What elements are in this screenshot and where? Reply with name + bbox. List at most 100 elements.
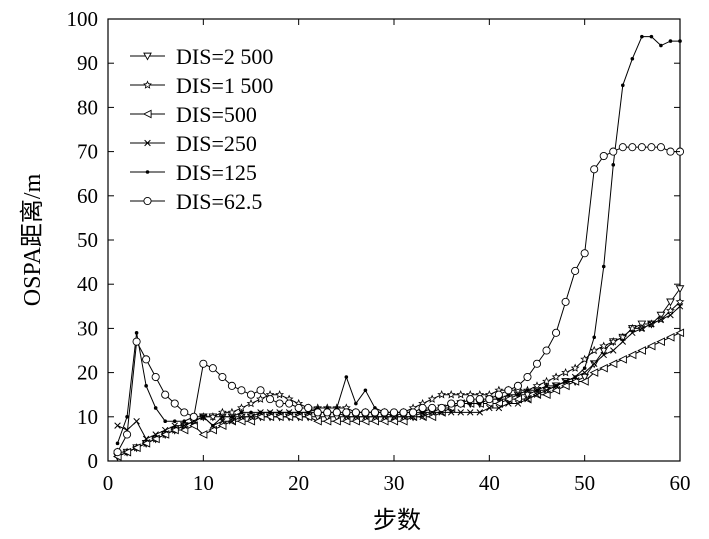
y-tick-label: 30 — [77, 316, 98, 340]
data-point-4 — [277, 410, 282, 415]
data-point-5 — [218, 372, 227, 382]
data-point-4 — [354, 401, 358, 406]
data-point-1 — [589, 345, 599, 355]
data-point-1 — [618, 332, 628, 341]
data-point-4 — [153, 406, 158, 410]
data-point-3 — [667, 311, 674, 319]
x-tick-label: 50 — [574, 471, 595, 495]
data-point-3 — [114, 422, 121, 429]
data-point-1 — [227, 407, 237, 417]
data-point-2 — [208, 425, 217, 435]
data-point-2 — [265, 412, 275, 422]
legend-label-3: DIS=250 — [176, 131, 257, 156]
legend-marker-1 — [143, 80, 152, 89]
data-point-5 — [656, 143, 665, 152]
y-tick-label: 100 — [67, 7, 99, 31]
data-point-5 — [266, 395, 275, 404]
data-point-5 — [532, 359, 542, 368]
data-point-4 — [230, 415, 234, 419]
data-point-4 — [268, 410, 272, 415]
data-point-3 — [581, 369, 588, 376]
data-point-4 — [115, 441, 120, 446]
data-point-5 — [647, 143, 656, 152]
data-point-2 — [189, 421, 198, 430]
data-point-5 — [323, 408, 332, 417]
data-point-2 — [236, 416, 246, 426]
data-point-3 — [133, 417, 140, 425]
data-point-5 — [494, 390, 503, 399]
data-point-3 — [476, 409, 484, 416]
legend-marker-4 — [145, 170, 150, 174]
data-point-4 — [172, 419, 177, 424]
data-point-2 — [170, 425, 179, 435]
data-point-2 — [560, 381, 570, 391]
data-point-3 — [657, 316, 665, 323]
x-tick-label: 20 — [288, 471, 309, 495]
data-point-5 — [342, 408, 351, 417]
data-point-4 — [258, 410, 263, 415]
data-point-4 — [163, 419, 167, 424]
data-point-1 — [532, 381, 542, 390]
data-point-3 — [524, 395, 531, 403]
data-point-4 — [144, 384, 148, 388]
legend-label-0: DIS=2 500 — [176, 44, 273, 69]
data-point-0 — [599, 347, 609, 356]
y-tick-label: 90 — [77, 51, 98, 75]
data-point-4 — [516, 392, 520, 397]
data-point-2 — [246, 416, 256, 426]
data-point-2 — [627, 350, 637, 360]
data-point-3 — [533, 391, 541, 398]
data-point-5 — [189, 412, 198, 421]
data-point-4 — [640, 34, 644, 39]
data-point-5 — [609, 147, 618, 156]
data-point-5 — [418, 403, 427, 413]
data-point-3 — [514, 400, 522, 407]
data-point-5 — [180, 408, 189, 417]
data-point-5 — [513, 381, 522, 390]
data-point-4 — [582, 366, 587, 370]
y-tick-label: 60 — [77, 184, 98, 208]
data-point-2 — [255, 412, 265, 422]
data-point-2 — [313, 416, 322, 426]
data-point-2 — [637, 346, 646, 355]
data-point-5 — [618, 143, 627, 152]
data-point-2 — [503, 394, 513, 404]
x-tick-label: 0 — [103, 471, 114, 495]
data-point-4 — [668, 39, 673, 43]
data-point-1 — [217, 407, 227, 417]
data-point-3 — [447, 409, 455, 416]
y-tick-label: 40 — [77, 272, 98, 296]
data-point-5 — [256, 386, 265, 395]
data-point-3 — [600, 351, 607, 359]
data-point-3 — [495, 404, 503, 412]
data-point-5 — [485, 395, 494, 404]
legend-marker-0 — [143, 52, 152, 61]
data-point-3 — [171, 422, 178, 429]
data-point-2 — [398, 416, 408, 426]
data-point-4 — [201, 415, 206, 419]
data-point-2 — [599, 363, 608, 373]
data-point-5 — [428, 403, 437, 413]
data-point-2 — [427, 412, 437, 422]
data-point-1 — [551, 372, 561, 381]
legend-label-2: DIS=500 — [176, 102, 257, 127]
data-point-2 — [360, 416, 370, 426]
data-point-5 — [409, 408, 418, 417]
data-point-5 — [132, 337, 141, 346]
data-point-2 — [122, 447, 132, 457]
data-point-2 — [351, 416, 360, 426]
y-tick-label: 70 — [77, 140, 98, 164]
series-5 — [113, 143, 685, 457]
data-point-4 — [134, 331, 139, 335]
data-point-2 — [274, 412, 284, 422]
x-tick-label: 30 — [384, 471, 405, 495]
data-point-2 — [370, 416, 379, 426]
data-point-3 — [467, 409, 474, 416]
x-tick-label: 10 — [193, 471, 214, 495]
data-point-4 — [554, 384, 558, 388]
legend-marker-2 — [142, 109, 152, 119]
data-point-5 — [285, 399, 294, 408]
legend: DIS=2 500 DIS=1 500 DIS=500 DIS=250 DIS=125 D… — [130, 44, 273, 214]
data-point-4 — [601, 264, 606, 269]
data-point-5 — [294, 403, 303, 413]
